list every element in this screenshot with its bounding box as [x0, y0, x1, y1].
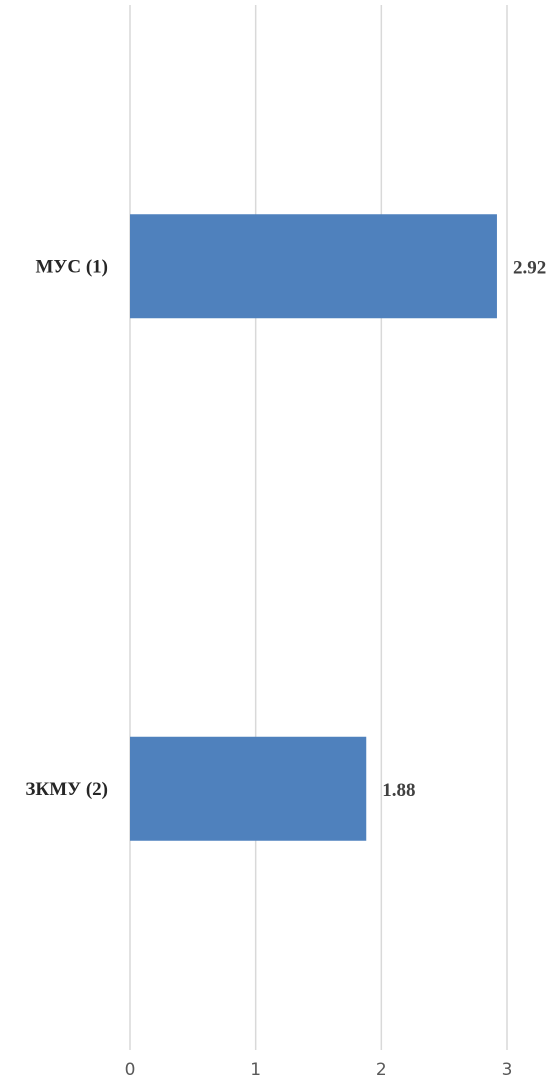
gridlines	[129, 5, 508, 1050]
data-label-muc: 2.92	[513, 257, 546, 278]
bar-1	[130, 736, 367, 841]
x-tick-label-1: 1	[250, 1060, 261, 1080]
data-label-zkmu: 1.88	[382, 780, 415, 801]
bars	[130, 214, 497, 841]
bar-0	[130, 214, 497, 319]
category-label-zkmu: ЗКМУ (2)	[25, 779, 108, 800]
x-tick-label-0: 0	[125, 1060, 136, 1080]
x-tick-label-2: 2	[376, 1060, 387, 1080]
labels: МУС (1) ЗКМУ (2) 2.92 1.88 0 1 2 3	[25, 256, 546, 1080]
category-label-muc: МУС (1)	[35, 256, 108, 277]
x-tick-label-3: 3	[502, 1060, 513, 1080]
